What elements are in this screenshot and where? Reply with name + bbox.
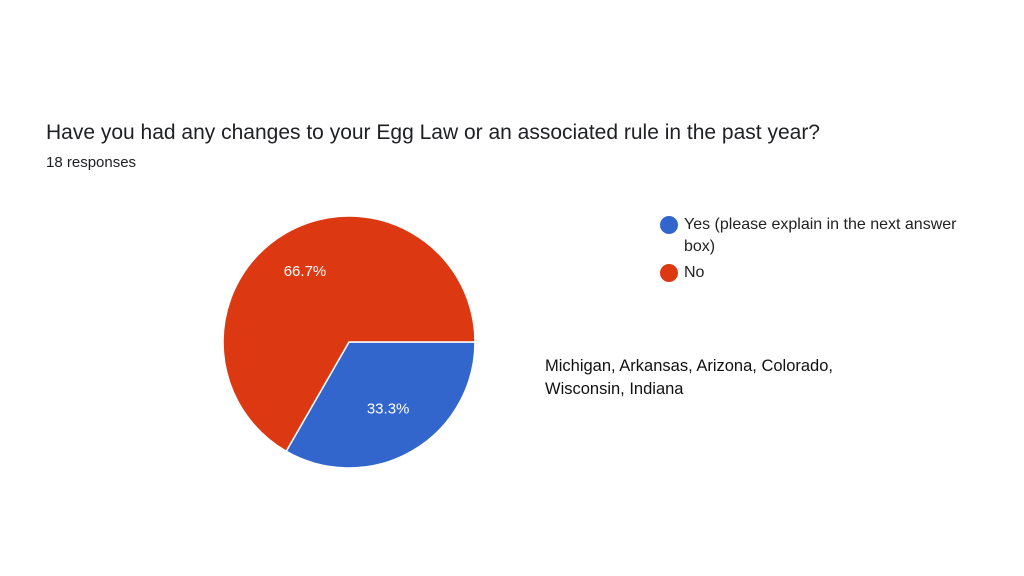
pie-label-yes: 33.3% [367, 401, 410, 418]
legend-swatch-no [660, 264, 678, 282]
pie-slices [222, 215, 476, 469]
pie-labels: 33.3% 66.7% [284, 263, 410, 418]
pie-label-no: 66.7% [284, 263, 327, 280]
legend-item-yes[interactable]: Yes (please explain in the next answer b… [660, 214, 990, 258]
question-title: Have you had any changes to your Egg Law… [46, 121, 820, 144]
legend-item-no[interactable]: No [660, 262, 990, 284]
legend-swatch-yes [660, 216, 678, 234]
legend: Yes (please explain in the next answer b… [660, 214, 990, 288]
response-count: 18 responses [46, 154, 137, 171]
legend-label-yes: Yes (please explain in the next answer b… [684, 216, 957, 255]
pie-slice-yes[interactable] [285, 341, 476, 469]
pie-slice-no[interactable] [222, 215, 476, 453]
states-annotation: Michigan, Arkansas, Arizona, Colorado, W… [545, 357, 833, 398]
legend-label-no: No [684, 264, 705, 281]
